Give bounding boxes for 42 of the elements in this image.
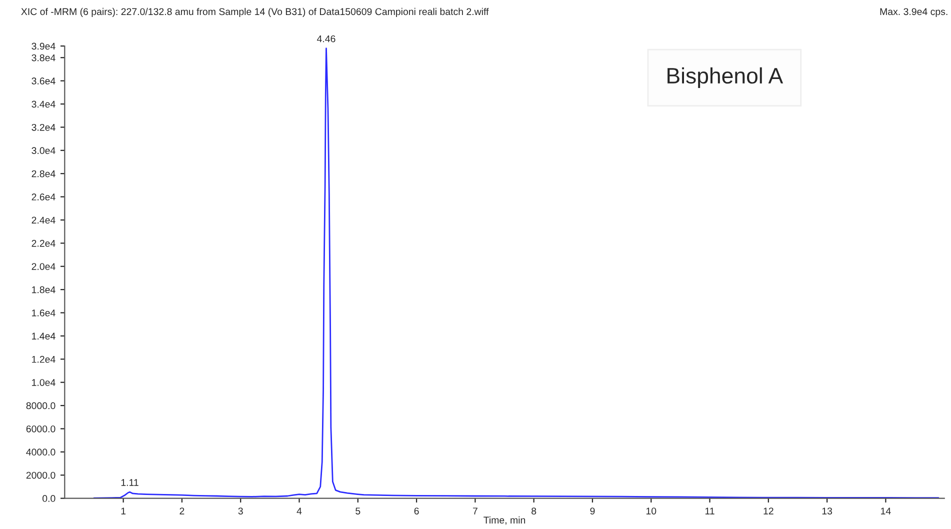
annotation: Bisphenol A bbox=[668, 67, 784, 88]
y-tick-label: 2.0e4 bbox=[32, 263, 56, 270]
y-tick-label: 3.9e4 bbox=[32, 42, 56, 50]
x-tick-label: 3 bbox=[238, 508, 243, 514]
x-tick-label: 8 bbox=[532, 508, 536, 514]
x-tick-label: 2 bbox=[180, 508, 184, 514]
x-tick-label: 7 bbox=[472, 508, 478, 514]
y-tick-label: 2.6e4 bbox=[32, 194, 56, 200]
x-tick-label: 10 bbox=[646, 508, 656, 514]
y-tick-label: 0.0 bbox=[42, 495, 56, 502]
y-tick-label: 1.6e4 bbox=[32, 309, 56, 316]
line-series bbox=[93, 48, 940, 498]
y-tick-label: 2.2e4 bbox=[32, 240, 56, 247]
x-axis-title: Time, min bbox=[484, 516, 526, 525]
y-tick-label: 4000.0 bbox=[26, 448, 56, 456]
annotation: 1.11 bbox=[121, 479, 138, 486]
y-tick-label: 3.2e4 bbox=[32, 124, 56, 131]
x-tick-label: 5 bbox=[356, 508, 360, 514]
y-tick-label: 8000.0 bbox=[26, 402, 56, 410]
x-tick-label: 14 bbox=[881, 508, 891, 514]
y-tick-label: 1.2e4 bbox=[32, 356, 56, 363]
y-tick-label: 3.4e4 bbox=[32, 100, 56, 108]
x-tick-label: 13 bbox=[822, 508, 832, 514]
x-tick-label: 12 bbox=[764, 508, 774, 514]
chart-title: XIC of -MRM (6 pairs): 227.0/132.8 amu from Sample 14 (Vo B31) of Data150609 Campioni reali batch 2.wiff bbox=[21, 8, 489, 17]
y-tick-label: 1.8e4 bbox=[32, 286, 56, 294]
annotation: 4.46 bbox=[316, 35, 336, 42]
x-tick-label: 4 bbox=[296, 508, 302, 514]
y-tick-label: 3.0e4 bbox=[32, 147, 56, 154]
x-tick-label: 9 bbox=[590, 508, 595, 514]
x-tick-label: 11 bbox=[705, 508, 714, 514]
y-tick-label: 2.4e4 bbox=[32, 216, 56, 224]
x-tick-label: 1 bbox=[121, 508, 126, 514]
y-tick-label: 1.4e4 bbox=[32, 332, 56, 340]
y-tick-label: 3.8e4 bbox=[32, 54, 56, 62]
text: Max. 3.9e4 cps. bbox=[880, 8, 948, 17]
x-tick-label: 6 bbox=[414, 508, 419, 514]
y-tick-label: 2000.0 bbox=[26, 472, 56, 479]
y-tick-label: 6000.0 bbox=[26, 425, 56, 432]
y-tick-label: 2.8e4 bbox=[32, 170, 56, 178]
y-tick-label: 1.0e4 bbox=[32, 379, 56, 386]
y-tick-label: 3.6e4 bbox=[32, 78, 56, 84]
